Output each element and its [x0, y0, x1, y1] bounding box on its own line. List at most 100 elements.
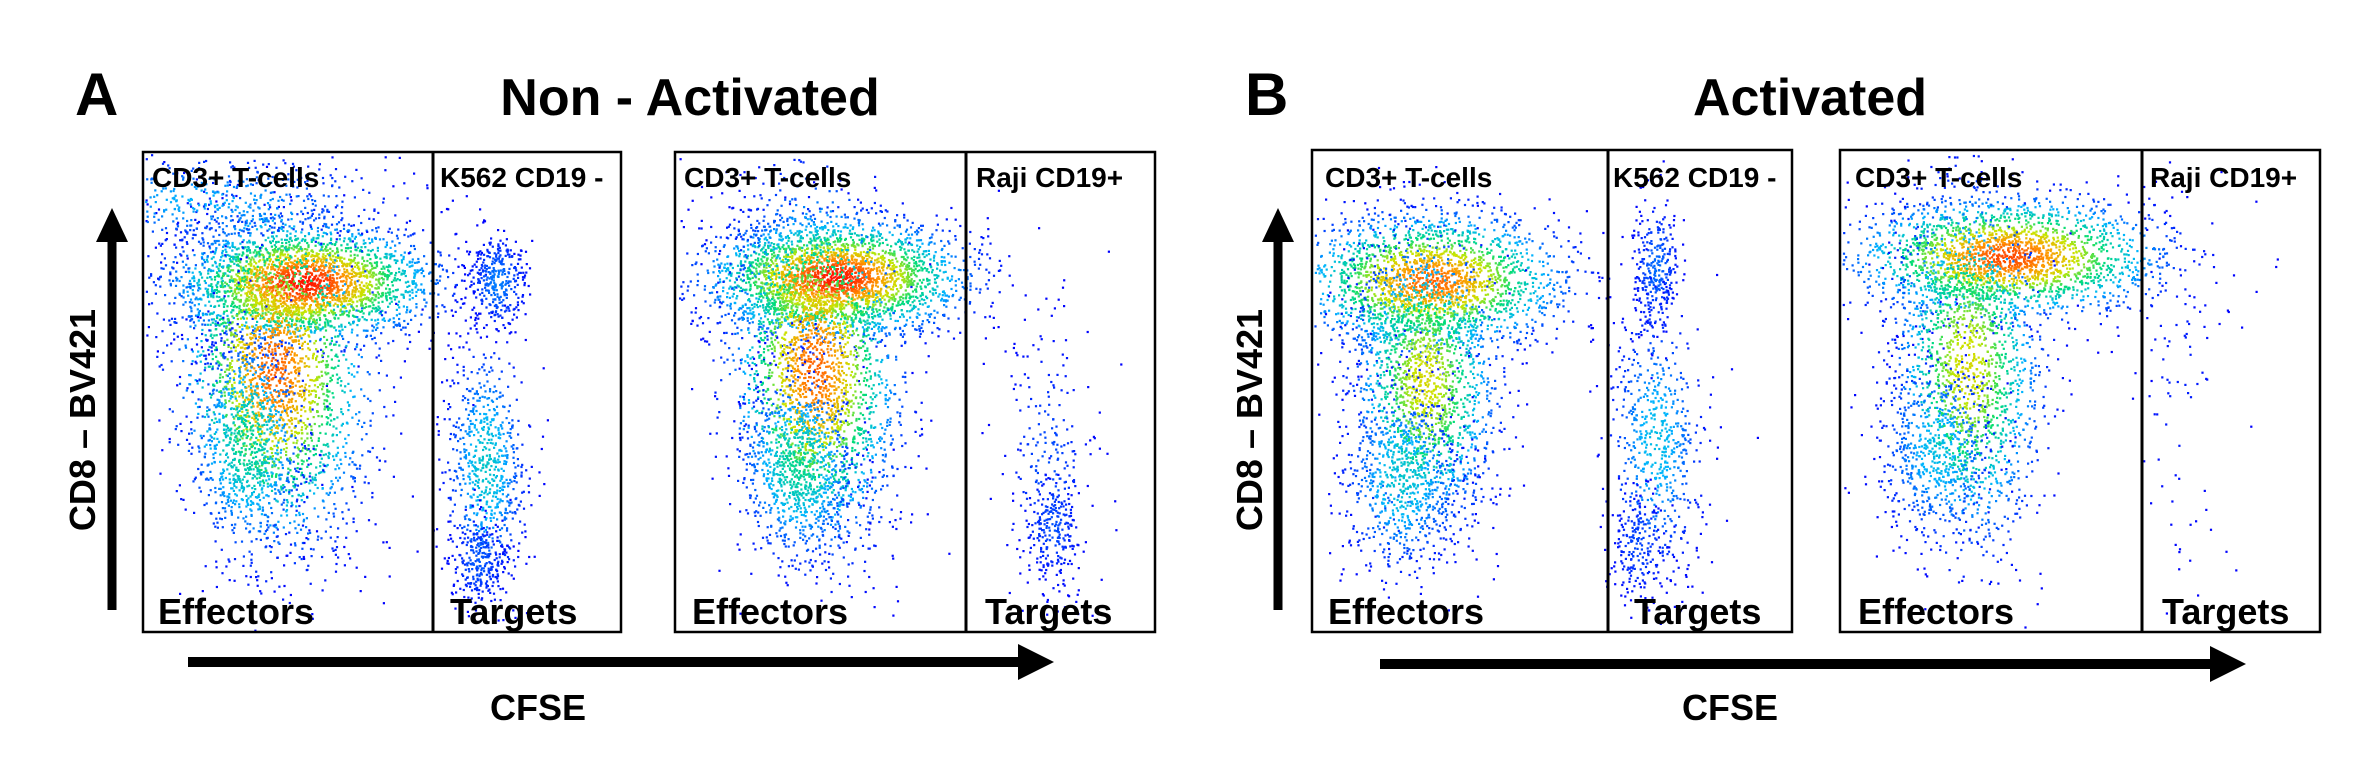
event-point	[319, 284, 322, 288]
event-point	[351, 416, 354, 419]
event-point	[301, 547, 304, 550]
event-point	[272, 305, 275, 308]
event-point	[338, 289, 341, 292]
event-point	[291, 299, 294, 302]
event-point	[343, 350, 346, 353]
event-point	[245, 294, 249, 297]
event-point	[292, 280, 296, 283]
event-point	[217, 222, 220, 225]
event-point	[320, 537, 323, 540]
event-point	[311, 478, 315, 481]
event-point	[469, 316, 472, 319]
event-point	[388, 302, 391, 305]
event-point	[320, 449, 323, 453]
event-point	[325, 259, 328, 262]
event-point	[354, 288, 357, 291]
event-point	[344, 276, 347, 279]
event-point	[280, 269, 283, 272]
event-point	[263, 203, 266, 206]
event-point	[242, 555, 245, 558]
event-point	[314, 312, 317, 315]
event-point	[287, 323, 290, 326]
event-point	[338, 269, 341, 272]
event-point	[307, 444, 310, 447]
event-point	[291, 261, 294, 264]
event-point	[357, 419, 361, 422]
event-point	[324, 318, 328, 321]
event-point	[198, 405, 201, 408]
event-point	[150, 273, 153, 276]
event-point	[358, 284, 361, 287]
event-point	[259, 290, 262, 293]
event-point	[269, 240, 272, 243]
event-point	[173, 243, 176, 246]
event-point	[262, 479, 265, 482]
event-point	[355, 305, 358, 308]
event-point	[303, 240, 307, 243]
event-point	[289, 457, 292, 460]
event-point	[321, 269, 324, 272]
event-point	[276, 290, 279, 293]
event-point	[323, 321, 327, 324]
event-point	[159, 244, 162, 247]
event-point	[231, 385, 234, 388]
event-point	[247, 583, 250, 586]
event-point	[340, 462, 343, 466]
event-point	[289, 332, 292, 335]
event-point	[306, 288, 309, 292]
event-point	[371, 496, 374, 499]
event-point	[305, 480, 308, 483]
event-point	[249, 203, 252, 206]
event-point	[383, 405, 386, 409]
event-point	[356, 266, 359, 269]
event-point	[274, 375, 277, 379]
event-point	[299, 335, 302, 338]
event-point	[389, 257, 392, 260]
event-point	[209, 293, 213, 296]
event-point	[371, 329, 374, 332]
event-point	[287, 285, 290, 288]
event-point	[237, 516, 240, 519]
event-point	[326, 319, 329, 322]
event-point	[259, 259, 262, 262]
event-point	[342, 273, 345, 276]
event-point	[250, 443, 253, 446]
event-point	[321, 235, 324, 238]
x-axis-arrow	[188, 644, 1054, 680]
event-point	[232, 474, 235, 477]
event-point	[318, 274, 321, 277]
event-point	[236, 298, 239, 301]
event-point	[295, 372, 298, 375]
event-point	[272, 420, 275, 423]
event-point	[344, 325, 347, 328]
event-point	[237, 343, 240, 347]
event-point	[310, 299, 314, 302]
event-point	[286, 414, 289, 417]
event-point	[272, 267, 275, 270]
event-point	[269, 287, 272, 290]
event-point	[226, 338, 229, 341]
event-point	[174, 296, 177, 299]
event-point	[266, 319, 269, 323]
event-point	[296, 262, 299, 266]
event-point	[158, 365, 161, 368]
event-point	[288, 336, 291, 340]
event-point	[285, 245, 288, 248]
event-point	[297, 374, 300, 377]
event-point	[282, 206, 285, 209]
event-point	[304, 427, 307, 430]
event-point	[233, 304, 236, 307]
event-point	[396, 237, 399, 240]
event-point	[204, 304, 207, 307]
event-point	[295, 287, 298, 290]
event-point	[276, 500, 279, 503]
event-point	[209, 251, 213, 254]
event-point	[301, 238, 304, 241]
event-point	[214, 320, 217, 323]
event-point	[241, 340, 244, 343]
event-point	[287, 467, 290, 470]
event-point	[338, 276, 341, 279]
event-point	[371, 240, 374, 243]
event-point	[341, 305, 345, 308]
event-point	[312, 264, 315, 267]
